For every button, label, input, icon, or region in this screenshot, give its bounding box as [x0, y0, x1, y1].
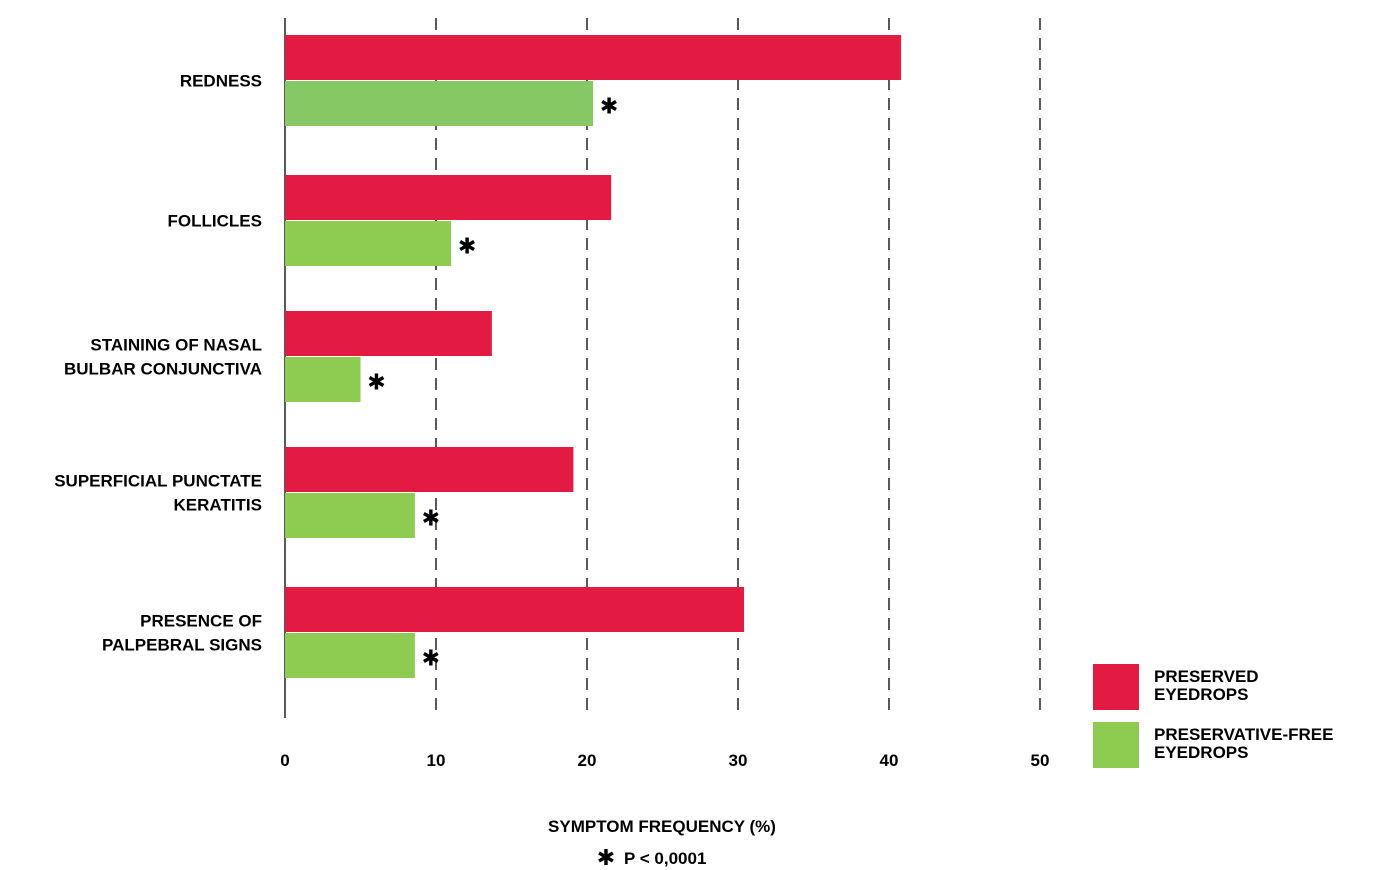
x-tick-labels: 0 10 20 30 40 50 — [280, 751, 1049, 770]
significance-marker-4: ✱ — [422, 647, 440, 672]
bar-preservative-free-1 — [285, 221, 452, 266]
bars: ✱ ✱ ✱ ✱ ✱ — [285, 35, 902, 678]
bar-preserved-1 — [285, 175, 612, 220]
significance-marker-1: ✱ — [458, 235, 476, 260]
category-label-0-line-0: REDNESS — [180, 72, 262, 91]
significance-marker-3: ✱ — [422, 507, 440, 532]
footnote-marker: ✱ — [597, 846, 615, 870]
footnote: ✱ P < 0,0001 — [597, 846, 707, 870]
bar-preservative-free-4 — [285, 633, 415, 678]
category-labels: REDNESS FOLLICLES STAINING OF NASAL BULBAR … — [54, 72, 262, 655]
category-label-1-line-0: FOLLICLES — [168, 212, 262, 231]
bar-preservative-free-2 — [285, 357, 361, 402]
footnote-text: P < 0,0001 — [624, 849, 706, 868]
category-label-3-line-1: KERATITIS — [174, 496, 262, 515]
category-label-3-line-0: SUPERFICIAL PUNCTATE — [54, 472, 262, 491]
bar-preserved-2 — [285, 311, 492, 356]
legend-label-preservative-free-line-1: EYEDROPS — [1154, 743, 1248, 762]
significance-marker-2: ✱ — [367, 371, 385, 396]
bar-preserved-4 — [285, 587, 745, 632]
bar-preserved-0 — [285, 35, 902, 80]
x-axis-title: SYMPTOM FREQUENCY (%) — [548, 817, 776, 836]
category-label-4-line-1: PALPEBRAL SIGNS — [102, 636, 262, 655]
legend-swatch-preserved — [1093, 664, 1139, 710]
legend-label-preserved-line-1: EYEDROPS — [1154, 685, 1248, 704]
category-label-2-line-0: STAINING OF NASAL — [90, 336, 262, 355]
x-tick-label-50: 50 — [1031, 751, 1050, 770]
x-tick-label-10: 10 — [427, 751, 446, 770]
bar-preserved-3 — [285, 447, 574, 492]
legend: PRESERVEDEYEDROPSPRESERVATIVE-FREEEYEDRO… — [1093, 664, 1333, 768]
x-tick-label-0: 0 — [280, 751, 289, 770]
legend-label-preserved-line-0: PRESERVED — [1154, 667, 1259, 686]
category-label-2-line-1: BULBAR CONJUNCTIVA — [64, 360, 262, 379]
category-label-4-line-0: PRESENCE OF — [140, 612, 262, 631]
bar-preservative-free-0 — [285, 81, 594, 126]
x-tick-label-40: 40 — [880, 751, 899, 770]
legend-label-preservative-free-line-0: PRESERVATIVE-FREE — [1154, 725, 1333, 744]
x-tick-label-30: 30 — [729, 751, 748, 770]
legend-swatch-preservative-free — [1093, 722, 1139, 768]
significance-marker-0: ✱ — [600, 95, 618, 120]
bar-preservative-free-3 — [285, 493, 415, 538]
x-tick-label-20: 20 — [578, 751, 597, 770]
